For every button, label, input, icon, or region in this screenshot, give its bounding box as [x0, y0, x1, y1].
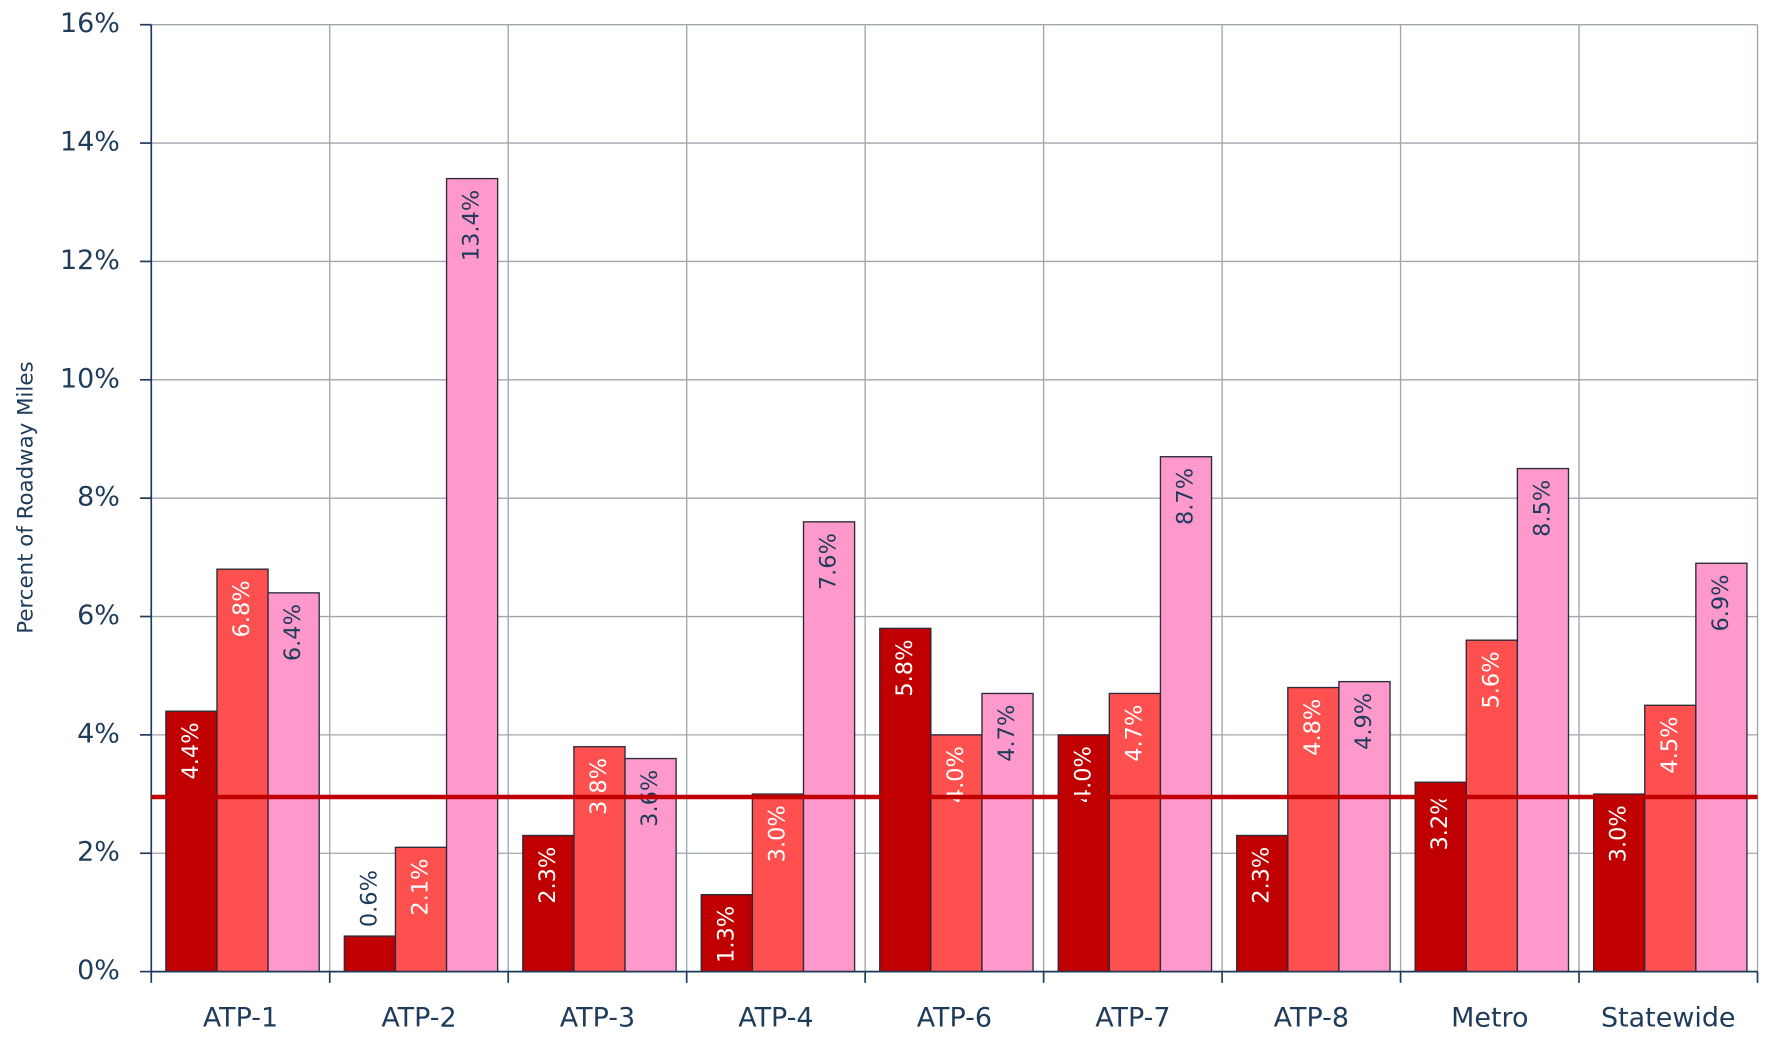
y-tick-label: 0%	[77, 955, 120, 986]
bar	[165, 710, 218, 973]
value-label: 2.1%	[408, 859, 434, 916]
value-label: 4.0%	[943, 746, 969, 803]
y-tick-label: 14%	[60, 127, 120, 158]
value-label: 6.9%	[1708, 574, 1734, 631]
bar	[522, 834, 575, 973]
bar	[1644, 704, 1697, 973]
value-label: 3.2%	[1427, 793, 1453, 850]
value-label: 4.0%	[1070, 746, 1096, 803]
value-label: 3.8%	[586, 758, 612, 815]
bar	[879, 627, 932, 973]
value-label: 4.9%	[1351, 693, 1377, 750]
bar	[1287, 686, 1340, 973]
x-tick-label: Metro	[1451, 1002, 1528, 1033]
x-tick-label: ATP-2	[381, 1002, 456, 1033]
value-label: 8.5%	[1529, 480, 1555, 537]
x-tick-label: ATP-8	[1274, 1002, 1349, 1033]
bar	[1592, 793, 1646, 973]
bar	[267, 592, 320, 973]
x-tick-label: ATP-7	[1095, 1002, 1170, 1033]
y-tick-label: 10%	[60, 363, 120, 394]
y-tick-label: 16%	[60, 8, 120, 39]
x-tick-label: ATP-1	[203, 1002, 278, 1033]
value-label: 4.8%	[1300, 699, 1326, 756]
value-label: 4.4%	[178, 722, 204, 779]
value-label: 3.0%	[764, 805, 790, 862]
y-axis-label: Percent of Roadway Miles	[14, 361, 39, 633]
value-label: 5.6%	[1478, 651, 1504, 708]
bar	[1159, 456, 1213, 973]
value-label: 5.8%	[892, 640, 918, 697]
x-tick-label: Statewide	[1601, 1002, 1736, 1033]
value-label: 8.7%	[1172, 468, 1198, 525]
value-label: 7.6%	[816, 533, 842, 590]
value-label: 13.4%	[459, 190, 485, 261]
bar	[700, 893, 754, 973]
value-label: 6.4%	[280, 604, 306, 661]
y-tick-label: 6%	[77, 600, 120, 631]
value-label: 4.7%	[994, 705, 1020, 762]
value-label: 6.8%	[229, 580, 255, 637]
y-tick-label: 2%	[77, 837, 120, 868]
bar	[1516, 467, 1570, 973]
bar	[930, 734, 983, 973]
bar	[445, 177, 499, 973]
bar	[1108, 692, 1162, 973]
value-label: 2.3%	[535, 847, 561, 904]
x-tick-label: ATP-3	[560, 1002, 635, 1033]
x-tick-label: ATP-6	[917, 1002, 992, 1033]
value-label: 3.0%	[1606, 805, 1632, 862]
bar	[1057, 734, 1111, 973]
bar	[751, 793, 805, 973]
value-label: 4.5%	[1657, 717, 1683, 774]
y-tick-label: 4%	[77, 718, 120, 749]
bar	[343, 935, 397, 973]
y-tick-label: 12%	[60, 245, 120, 276]
bar	[1338, 680, 1391, 973]
value-label: 4.7%	[1121, 705, 1147, 762]
value-label: 2.3%	[1249, 847, 1275, 904]
x-tick-label: ATP-4	[738, 1002, 813, 1033]
value-label: 0.6%	[356, 870, 382, 927]
bar	[981, 692, 1034, 973]
value-label: 1.3%	[713, 906, 739, 963]
y-tick-label: 8%	[77, 482, 120, 513]
bar	[573, 746, 626, 973]
bar	[394, 846, 448, 973]
